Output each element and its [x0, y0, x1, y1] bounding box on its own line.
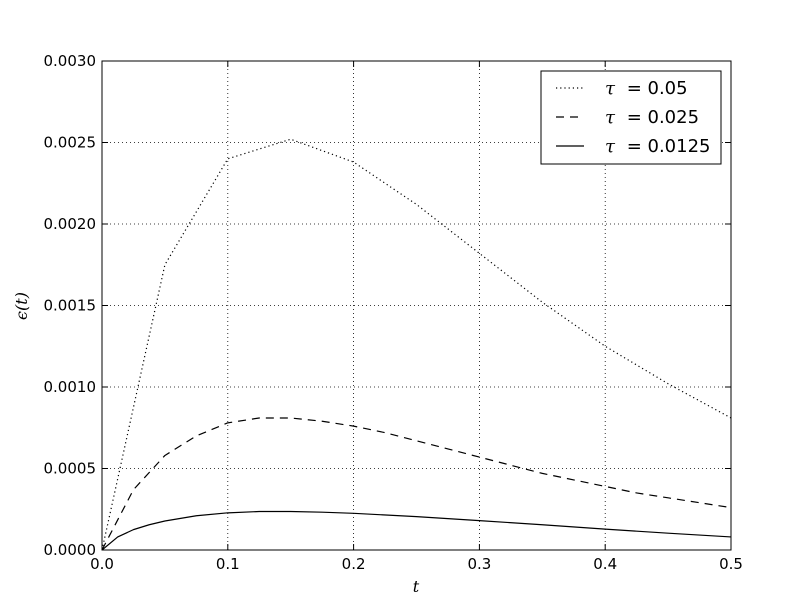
ticks: 0.0 0.1 0.2 0.3 0.4 0.5 0.0000 0.0005 0.0010 0.00…	[44, 52, 743, 573]
x-tick-label: 0.0	[90, 555, 114, 573]
y-tick-label: 0.0005	[44, 460, 97, 478]
legend-symbol: τ	[605, 107, 616, 128]
legend-symbol: τ	[605, 136, 616, 157]
legend-entry: τ = 0.0125	[556, 136, 711, 157]
series-line-dashed	[101, 417, 732, 551]
y-tick-label: 0.0015	[44, 297, 97, 315]
legend-symbol: τ	[605, 78, 616, 99]
series-layer	[101, 138, 732, 551]
svg-text:τ = 0.0125: τ = 0.0125	[605, 136, 711, 157]
y-tick-label: 0.0000	[44, 541, 97, 559]
legend-label-tau-0.025: = 0.025	[627, 107, 699, 128]
series-line-solid	[101, 510, 732, 551]
y-tick-label: 0.0010	[44, 378, 97, 396]
x-axis-label: t	[413, 577, 420, 596]
legend-label-tau-0.05: = 0.05	[627, 78, 688, 99]
legend-entry: τ = 0.025	[556, 107, 699, 128]
x-tick-label: 0.2	[342, 555, 366, 573]
legend-label-tau-0.0125: = 0.0125	[627, 136, 711, 157]
x-tick-label: 0.3	[467, 555, 491, 573]
x-tick-label: 0.4	[593, 555, 617, 573]
y-tick-label: 0.0030	[44, 52, 97, 70]
y-tick-label: 0.0020	[44, 215, 97, 233]
legend: τ = 0.05 τ = 0.025 τ = 0.0125	[540, 70, 722, 165]
series-line-dotted	[101, 138, 732, 551]
legend-entry: τ = 0.05	[556, 78, 688, 99]
svg-text:τ = 0.05: τ = 0.05	[605, 78, 688, 99]
y-tick-label: 0.0025	[44, 134, 97, 152]
x-tick-label: 0.5	[719, 555, 743, 573]
grid	[102, 61, 731, 550]
svg-text:τ = 0.025: τ = 0.025	[605, 107, 699, 128]
y-axis-label: ϵ(t)	[12, 292, 31, 320]
x-tick-label: 0.1	[216, 555, 240, 573]
